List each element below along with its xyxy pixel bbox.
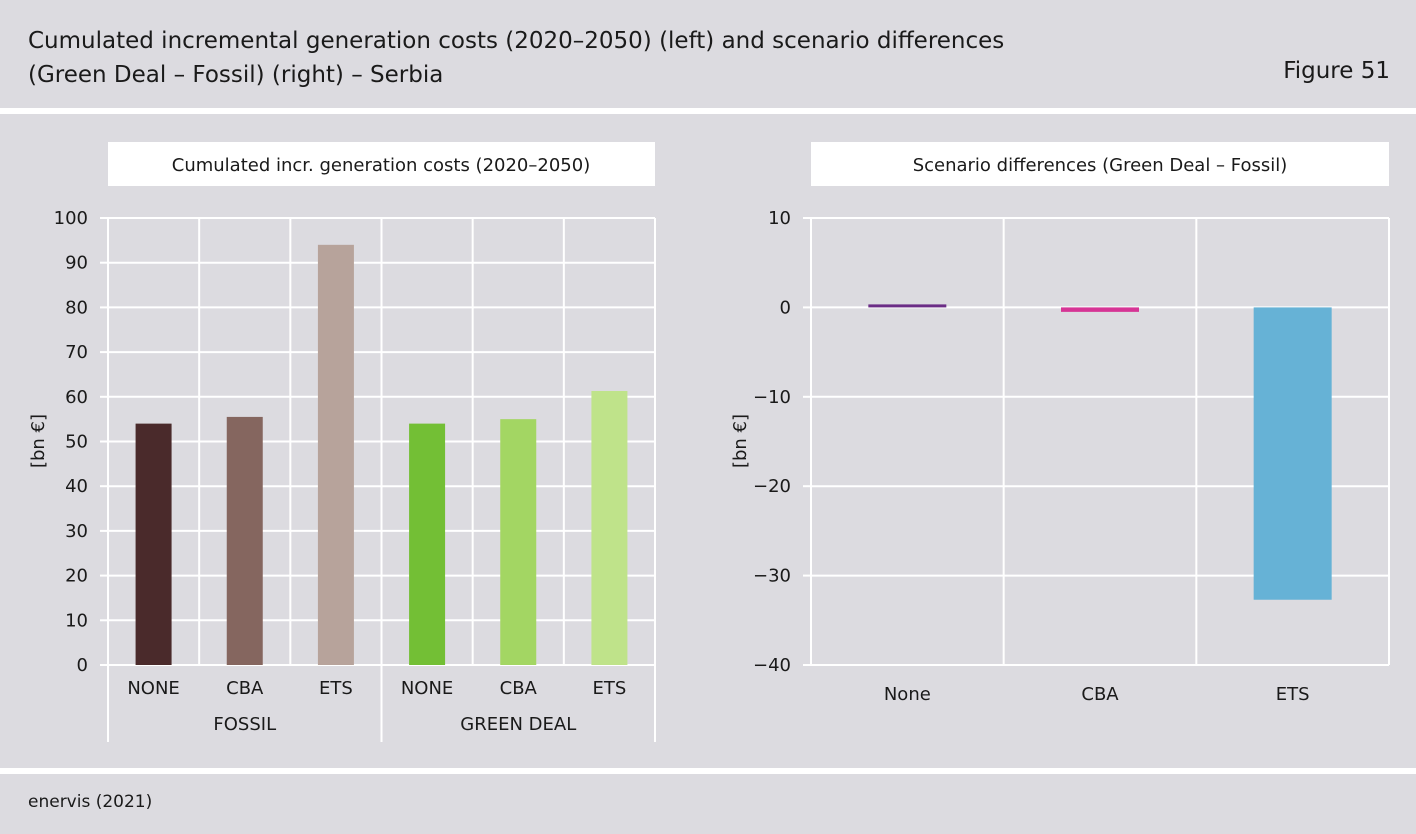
left-y-tick-label: 80 <box>65 297 88 318</box>
bar-cba-1 <box>226 416 263 665</box>
right-y-tick-label: −20 <box>753 476 791 497</box>
left-y-tick-label: 40 <box>65 476 88 497</box>
right-y-tick-label: 0 <box>780 297 791 318</box>
left-y-tick-label: 50 <box>65 432 88 453</box>
right-y-tick-label: 10 <box>768 208 791 229</box>
right-category-label: ETS <box>1276 684 1310 705</box>
right-title-box <box>811 142 1389 186</box>
group-label: GREEN DEAL <box>460 714 576 735</box>
page-title: Cumulated incremental generation costs (… <box>28 24 1004 92</box>
footer-separator <box>0 768 1416 774</box>
right-category-label: CBA <box>1081 684 1119 705</box>
left-category-label: ETS <box>319 678 353 699</box>
bar-none-3 <box>409 423 446 665</box>
left-category-label: ETS <box>593 678 627 699</box>
title-line-1: Cumulated incremental generation costs (… <box>28 28 1005 54</box>
title-line-2: (Green Deal – Fossil) (right) – Serbia <box>28 62 444 88</box>
right-category-label: None <box>884 684 931 705</box>
right-y-axis-label: [bn €] <box>730 414 751 468</box>
left-y-tick-label: 90 <box>65 253 88 274</box>
right-y-tick-label: −40 <box>753 655 791 676</box>
left-category-label: NONE <box>401 678 453 699</box>
left-y-tick-label: 30 <box>65 521 88 542</box>
left-y-tick-label: 10 <box>65 610 88 631</box>
left-y-tick-label: 20 <box>65 566 88 587</box>
bar-cba-4 <box>500 419 537 665</box>
left-category-label: CBA <box>226 678 264 699</box>
right-y-tick-label: −30 <box>753 566 791 587</box>
right-chart-title: Scenario differences (Green Deal – Fossi… <box>913 155 1288 176</box>
header-separator <box>0 108 1416 114</box>
left-y-tick-label: 70 <box>65 342 88 363</box>
left-category-label: NONE <box>127 678 179 699</box>
group-label: FOSSIL <box>213 714 276 735</box>
bar-ets-2 <box>317 244 354 665</box>
left-y-tick-label: 0 <box>77 655 88 676</box>
left-y-axis-label: [bn €] <box>28 414 49 468</box>
diff-bar-cba <box>1061 307 1139 312</box>
left-category-label: CBA <box>500 678 538 699</box>
left-y-tick-label: 100 <box>54 208 88 229</box>
left-y-tick-label: 60 <box>65 387 88 408</box>
left-chart-title: Cumulated incr. generation costs (2020–2… <box>172 155 590 176</box>
left-title-box <box>108 142 655 186</box>
header: Cumulated incremental generation costs (… <box>0 0 1416 108</box>
diff-bar-none <box>868 304 947 308</box>
right-y-tick-label: −10 <box>753 387 791 408</box>
bar-none-0 <box>135 423 172 665</box>
bar-ets-5 <box>591 390 628 665</box>
diff-bar-ets <box>1253 307 1332 600</box>
figure-number: Figure 51 <box>1283 58 1390 84</box>
source-note: enervis (2021) <box>28 792 153 812</box>
